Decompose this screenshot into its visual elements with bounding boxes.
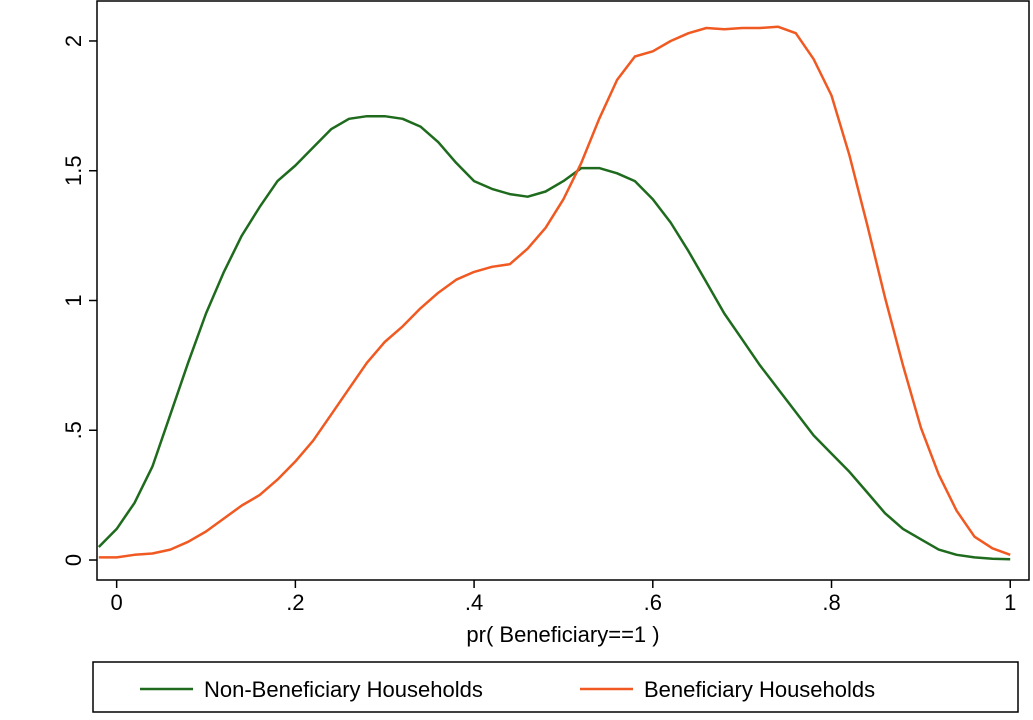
y-tick-label: 1 <box>61 294 86 306</box>
x-tick-label: .6 <box>644 590 662 615</box>
x-tick-label: .4 <box>465 590 483 615</box>
legend-label: Non-Beneficiary Households <box>204 677 483 702</box>
y-tick-label: .5 <box>61 421 86 439</box>
y-tick-label: 1.5 <box>61 155 86 186</box>
x-tick-label: 1 <box>1004 590 1016 615</box>
legend-label: Beneficiary Households <box>644 677 875 702</box>
plot-frame <box>96 0 1030 581</box>
x-axis-label: pr( Beneficiary==1 ) <box>466 622 659 647</box>
y-tick-label: 2 <box>61 35 86 47</box>
x-tick-label: 0 <box>111 590 123 615</box>
x-tick-label: .2 <box>286 590 304 615</box>
x-tick-label: .8 <box>822 590 840 615</box>
series-line <box>98 25 1011 559</box>
legend-box <box>92 661 1019 713</box>
y-tick-label: 0 <box>61 554 86 566</box>
series-line <box>97 114 1011 561</box>
